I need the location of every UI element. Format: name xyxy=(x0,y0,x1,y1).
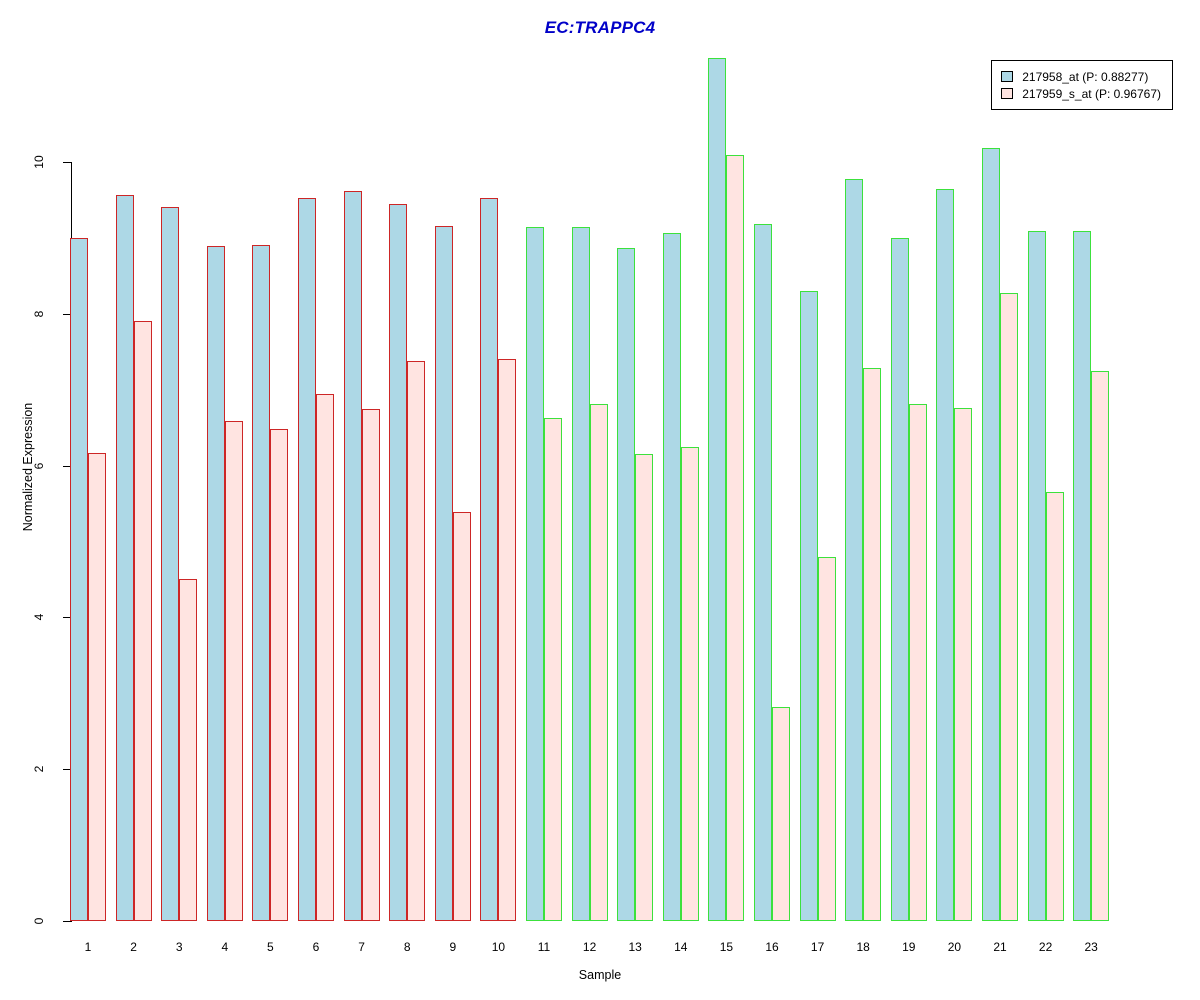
y-axis-tick xyxy=(63,465,71,467)
bar xyxy=(845,179,864,921)
bar xyxy=(635,454,654,921)
legend-item-label: 217958_at (P: 0.88277) xyxy=(1022,69,1149,84)
bar xyxy=(1073,231,1092,921)
x-axis-tick-label: 23 xyxy=(1084,940,1098,954)
x-axis-tick-label: 2 xyxy=(130,940,137,954)
x-axis-tick-label: 22 xyxy=(1038,940,1053,954)
y-axis-tick-label: 2 xyxy=(32,765,46,773)
page-title: EC:TRAPPC4 xyxy=(544,18,656,37)
y-axis-tick-label: 0 xyxy=(32,917,46,925)
bar xyxy=(133,321,152,921)
bar xyxy=(680,446,699,921)
x-axis-tick-label: 19 xyxy=(902,940,916,954)
bar xyxy=(1000,292,1018,921)
legend-item: 217959_s_at (P: 0.96767) xyxy=(1001,85,1161,102)
legend-swatch-icon xyxy=(1001,71,1014,82)
y-axis-tick-label: 4 xyxy=(32,614,46,621)
x-axis-tick-label: 8 xyxy=(403,940,411,954)
bar xyxy=(890,237,909,921)
bar xyxy=(434,225,453,921)
bar xyxy=(936,189,955,921)
bar xyxy=(589,404,608,921)
x-axis-tick-label: 21 xyxy=(993,940,1007,954)
x-axis-tick-label: 4 xyxy=(221,940,229,954)
bar xyxy=(726,155,745,921)
bar xyxy=(88,452,106,921)
bar xyxy=(252,244,271,921)
bar xyxy=(480,197,499,921)
bar xyxy=(954,407,973,921)
bar xyxy=(298,198,316,921)
bar xyxy=(270,429,289,921)
bar xyxy=(544,417,562,921)
x-axis-tick-label: 14 xyxy=(674,940,688,954)
bar xyxy=(498,358,517,921)
y-axis-tick xyxy=(63,617,71,619)
bar xyxy=(571,227,590,921)
bar xyxy=(817,557,836,921)
legend: 217958_at (P: 0.88277) 217959_s_at (P: 0.… xyxy=(991,60,1173,110)
bar xyxy=(799,291,818,921)
y-axis-tick-label: 10 xyxy=(32,155,46,169)
bar xyxy=(179,578,198,921)
bar xyxy=(1091,370,1110,921)
bar xyxy=(452,511,471,921)
x-axis-tick-label: 13 xyxy=(628,940,642,954)
x-axis-tick-label: 12 xyxy=(582,940,597,954)
bar xyxy=(1027,231,1046,921)
x-axis-tick-label: 5 xyxy=(267,940,274,954)
bar xyxy=(754,224,772,921)
bar xyxy=(389,203,408,921)
x-axis-tick-label: 18 xyxy=(856,940,870,954)
bar xyxy=(662,233,681,921)
bar xyxy=(206,246,225,921)
x-axis-tick-label: 16 xyxy=(765,940,779,954)
bar xyxy=(526,227,544,921)
x-axis-tick-label: 17 xyxy=(810,940,825,954)
bar xyxy=(224,420,243,921)
bar xyxy=(1045,492,1064,921)
legend-swatch-icon xyxy=(1001,88,1014,99)
bar xyxy=(70,237,88,921)
legend-item: 217958_at (P: 0.88277) xyxy=(1001,68,1161,85)
y-axis-tick-label: 8 xyxy=(32,310,46,318)
x-axis-tick-label: 6 xyxy=(312,940,320,954)
x-axis-tick-label: 9 xyxy=(449,940,457,954)
x-axis-title: Sample xyxy=(578,968,622,982)
x-axis-tick-label: 11 xyxy=(537,940,551,954)
y-axis-tick xyxy=(63,921,71,922)
y-axis-tick xyxy=(63,313,71,315)
legend-item-label: 217959_s_at (P: 0.96767) xyxy=(1022,86,1161,101)
bar xyxy=(863,367,882,921)
bar xyxy=(161,206,180,921)
bar xyxy=(407,360,426,921)
bar xyxy=(772,706,790,921)
bar xyxy=(316,394,334,921)
x-axis-tick-label: 7 xyxy=(358,940,365,954)
bar xyxy=(617,247,636,921)
x-axis-tick-label: 10 xyxy=(491,940,506,954)
bar xyxy=(908,404,927,921)
y-axis-tick xyxy=(63,162,71,163)
bar xyxy=(982,148,1000,921)
bar xyxy=(708,58,727,921)
x-axis-tick-label: 1 xyxy=(84,940,92,954)
y-axis-title: Normalized Expression xyxy=(21,402,35,532)
bar xyxy=(343,190,362,921)
y-axis-tick xyxy=(63,769,71,771)
x-axis-tick-label: 20 xyxy=(947,940,962,954)
bar xyxy=(361,409,380,921)
bar xyxy=(115,195,134,921)
x-axis-tick-label: 15 xyxy=(719,940,734,954)
x-axis-tick-label: 3 xyxy=(175,940,183,954)
